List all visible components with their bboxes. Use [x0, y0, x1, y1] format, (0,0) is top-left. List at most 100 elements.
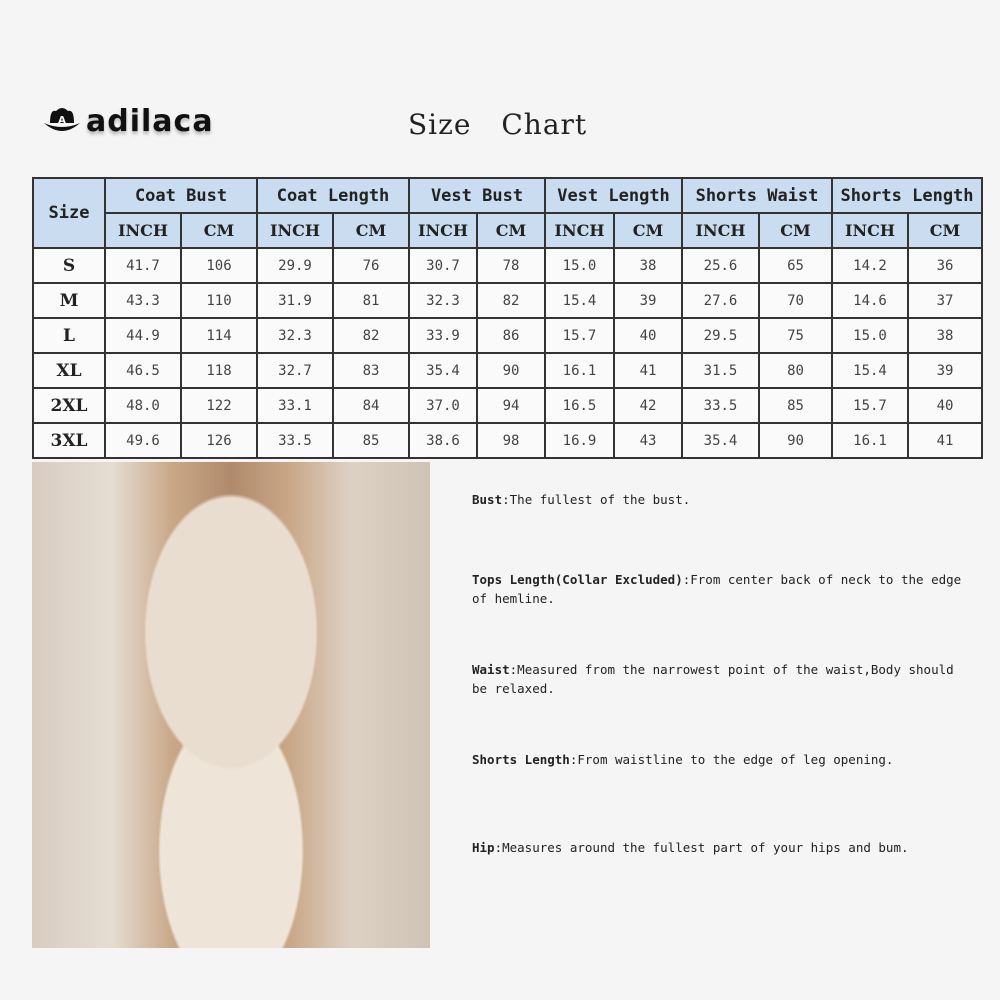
value-cell: 75 — [758, 317, 833, 354]
value-cell: 126 — [180, 422, 258, 459]
value-cell: 39 — [613, 282, 683, 319]
note-text: From waistline to the edge of leg openin… — [577, 752, 894, 767]
value-cell: 41 — [907, 422, 983, 459]
value-cell: 42 — [613, 387, 683, 424]
unit-header: INCH — [104, 212, 182, 249]
value-cell: 43 — [613, 422, 683, 459]
value-cell: 76 — [332, 247, 410, 284]
unit-header: INCH — [408, 212, 478, 249]
value-cell: 94 — [476, 387, 546, 424]
value-cell: 48.0 — [104, 387, 182, 424]
value-cell: 29.5 — [681, 317, 760, 354]
value-cell: 14.2 — [831, 247, 909, 284]
value-cell: 15.0 — [544, 247, 615, 284]
value-cell: 32.3 — [256, 317, 334, 354]
group-header: Coat Length — [256, 177, 410, 214]
value-cell: 31.5 — [681, 352, 760, 389]
value-cell: 40 — [907, 387, 983, 424]
value-cell: 16.1 — [831, 422, 909, 459]
note-term: Shorts Length — [472, 752, 570, 767]
table-row: 2XL 48.0 122 33.1 84 37.0 94 16.5 42 33.5 85 15.7 40 — [32, 387, 983, 424]
note-colon: : — [682, 572, 691, 587]
value-cell: 114 — [180, 317, 258, 354]
value-cell: 33.9 — [408, 317, 478, 354]
note-colon: : — [494, 840, 503, 855]
value-cell: 35.4 — [681, 422, 760, 459]
value-cell: 81 — [332, 282, 410, 319]
value-cell: 37 — [907, 282, 983, 319]
note-colon: : — [569, 752, 578, 767]
note-item: Tops Length(Collar Excluded):From center… — [472, 570, 962, 608]
size-cell: XL — [32, 352, 106, 389]
value-cell: 15.4 — [831, 352, 909, 389]
note-term: Tops Length(Collar Excluded) — [472, 572, 683, 587]
value-cell: 38.6 — [408, 422, 478, 459]
value-cell: 25.6 — [681, 247, 760, 284]
value-cell: 31.9 — [256, 282, 334, 319]
size-cell: 3XL — [32, 422, 106, 459]
unit-header: CM — [907, 212, 983, 249]
value-cell: 32.7 — [256, 352, 334, 389]
value-cell: 39 — [907, 352, 983, 389]
value-cell: 65 — [758, 247, 833, 284]
value-cell: 15.4 — [544, 282, 615, 319]
group-header: Vest Bust — [408, 177, 546, 214]
unit-header: CM — [758, 212, 833, 249]
product-photo — [32, 462, 430, 948]
value-cell: 46.5 — [104, 352, 182, 389]
value-cell: 33.5 — [681, 387, 760, 424]
value-cell: 14.6 — [831, 282, 909, 319]
unit-header: INCH — [831, 212, 909, 249]
value-cell: 78 — [476, 247, 546, 284]
size-chart-table: Size Coat Bust Coat Length Vest Bust Vest L… — [32, 177, 983, 459]
unit-header: CM — [476, 212, 546, 249]
value-cell: 15.0 — [831, 317, 909, 354]
value-cell: 16.9 — [544, 422, 615, 459]
lotus-logo-icon: A — [44, 107, 80, 131]
value-cell: 80 — [758, 352, 833, 389]
note-term: Waist — [472, 662, 510, 677]
value-cell: 90 — [758, 422, 833, 459]
unit-header: INCH — [681, 212, 760, 249]
unit-header-row: INCH CM INCH CM INCH CM INCH CM INCH CM INCH CM — [33, 212, 983, 249]
value-cell: 30.7 — [408, 247, 478, 284]
value-cell: 16.5 — [544, 387, 615, 424]
group-header: Coat Bust — [104, 177, 258, 214]
note-item: Hip:Measures around the fullest part of … — [472, 838, 962, 857]
unit-header: CM — [180, 212, 258, 249]
value-cell: 84 — [332, 387, 410, 424]
value-cell: 43.3 — [104, 282, 182, 319]
value-cell: 85 — [758, 387, 833, 424]
table-row: M 43.3 110 31.9 81 32.3 82 15.4 39 27.6 70 14.6 37 — [32, 282, 983, 319]
value-cell: 49.6 — [104, 422, 182, 459]
value-cell: 83 — [332, 352, 410, 389]
value-cell: 82 — [476, 282, 546, 319]
value-cell: 106 — [180, 247, 258, 284]
value-cell: 29.9 — [256, 247, 334, 284]
note-item: Bust:The fullest of the bust. — [472, 490, 962, 509]
value-cell: 82 — [332, 317, 410, 354]
value-cell: 90 — [476, 352, 546, 389]
note-colon: : — [502, 492, 510, 507]
value-cell: 15.7 — [831, 387, 909, 424]
note-term: Bust — [472, 492, 503, 507]
note-colon: : — [509, 662, 518, 677]
note-item: Shorts Length:From waistline to the edge… — [472, 750, 962, 769]
value-cell: 38 — [613, 247, 683, 284]
value-cell: 32.3 — [408, 282, 478, 319]
note-text: From center back of neck to the edge of … — [472, 572, 962, 606]
value-cell: 35.4 — [408, 352, 478, 389]
value-cell: 85 — [332, 422, 410, 459]
value-cell: 110 — [180, 282, 258, 319]
value-cell: 16.1 — [544, 352, 615, 389]
table-row: XL 46.5 118 32.7 83 35.4 90 16.1 41 31.5 80 15.4 39 — [32, 352, 983, 389]
value-cell: 36 — [907, 247, 983, 284]
unit-header: CM — [332, 212, 410, 249]
size-cell: L — [32, 317, 106, 354]
value-cell: 98 — [476, 422, 546, 459]
value-cell: 41 — [613, 352, 683, 389]
unit-header: INCH — [256, 212, 334, 249]
brand-logo: A adilaca — [42, 104, 214, 139]
value-cell: 33.1 — [256, 387, 334, 424]
size-cell: S — [32, 247, 106, 284]
